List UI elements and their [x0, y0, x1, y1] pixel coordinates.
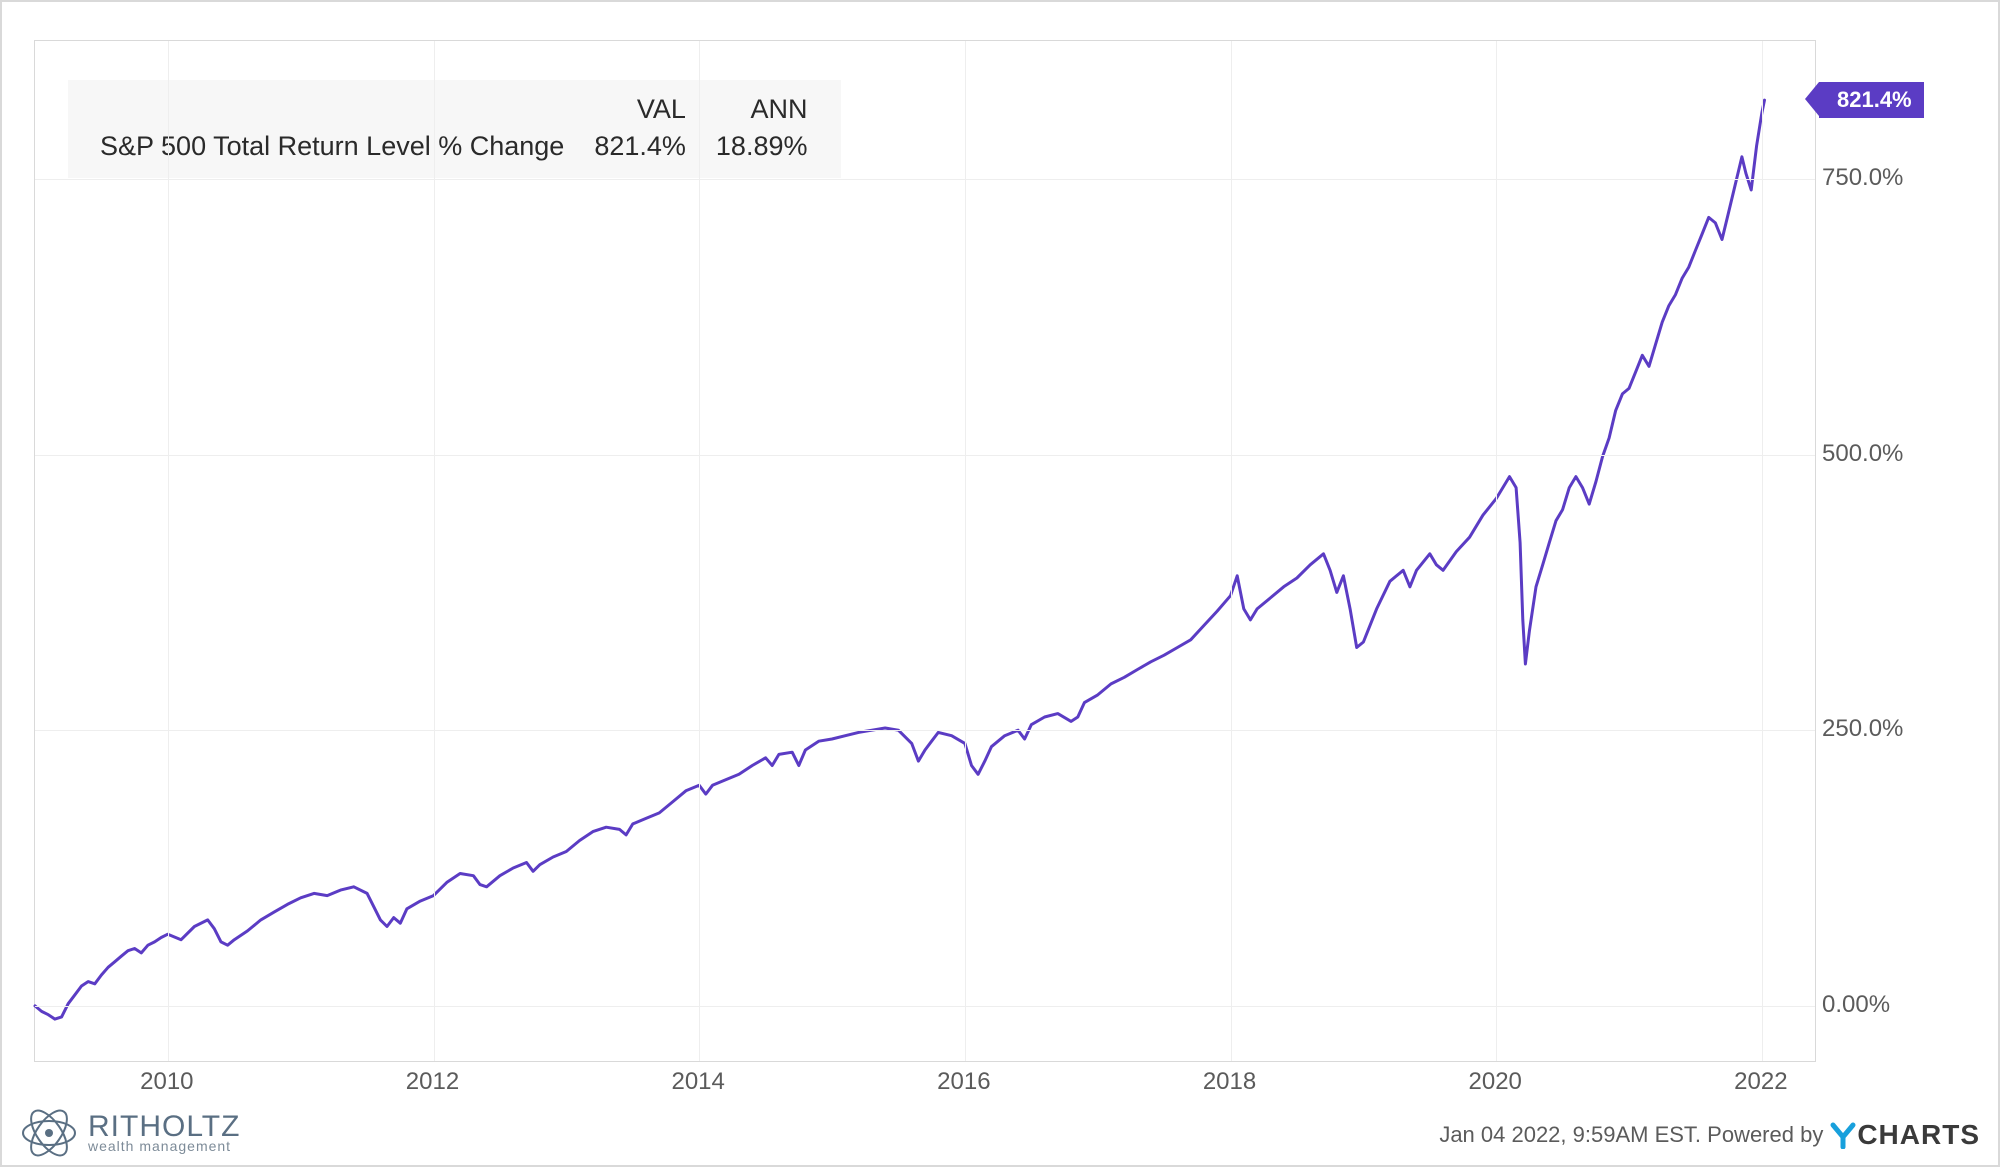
ritholtz-text: RITHOLTZ	[88, 1113, 240, 1140]
legend-row-label: S&P 500 Total Return Level % Change	[86, 129, 578, 164]
x-tick-label: 2020	[1468, 1068, 1521, 1096]
legend-row-ann: 18.89%	[702, 129, 822, 164]
x-tick-label: 2014	[671, 1068, 724, 1096]
ritholtz-logo: RITHOLTZ wealth management	[20, 1109, 240, 1157]
timestamp-text: Jan 04 2022, 9:59AM EST. Powered by	[1439, 1122, 1823, 1148]
credit-line: Jan 04 2022, 9:59AM EST. Powered by CHAR…	[1439, 1119, 1980, 1151]
x-tick-label: 2018	[1203, 1068, 1256, 1096]
y-tick-label: 0.00%	[1822, 991, 1890, 1019]
ycharts-icon	[1829, 1121, 1857, 1149]
chart-frame: VAL ANN S&P 500 Total Return Level % Cha…	[0, 0, 2000, 1167]
plot-area: VAL ANN S&P 500 Total Return Level % Cha…	[34, 40, 1816, 1062]
series-line	[35, 41, 1815, 1061]
legend-col-ann: ANN	[702, 92, 822, 127]
legend-box: VAL ANN S&P 500 Total Return Level % Cha…	[68, 80, 841, 178]
x-tick-label: 2012	[406, 1068, 459, 1096]
y-tick-label: 250.0%	[1822, 715, 1903, 743]
ycharts-text: CHARTS	[1857, 1119, 1980, 1150]
y-tick-label: 750.0%	[1822, 164, 1903, 192]
ritholtz-sub: wealth management	[88, 1140, 240, 1153]
callout-label: 821.4%	[1837, 87, 1912, 112]
value-callout: 821.4%	[1819, 82, 1924, 118]
ycharts-logo: CHARTS	[1829, 1119, 1980, 1151]
legend-col-val: VAL	[580, 92, 700, 127]
legend-row-val: 821.4%	[580, 129, 700, 164]
x-tick-label: 2010	[140, 1068, 193, 1096]
x-tick-label: 2016	[937, 1068, 990, 1096]
y-tick-label: 500.0%	[1822, 440, 1903, 468]
x-tick-label: 2022	[1734, 1068, 1787, 1096]
ritholtz-logo-icon	[20, 1109, 78, 1157]
